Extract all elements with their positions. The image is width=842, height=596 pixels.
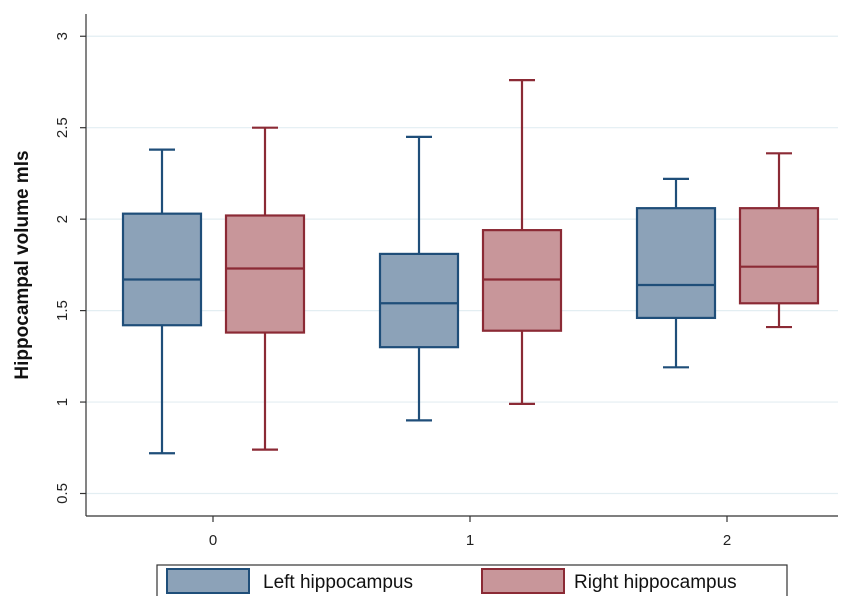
y-tick-label-0: 0.5 bbox=[54, 483, 71, 504]
box-left-1 bbox=[378, 135, 460, 422]
boxes bbox=[121, 79, 820, 455]
axes bbox=[85, 14, 838, 517]
x-ticks: 0 1 2 bbox=[209, 516, 731, 549]
y-tick-label-2: 1.5 bbox=[54, 300, 71, 321]
legend-swatch-left bbox=[166, 568, 250, 594]
iqr-box bbox=[224, 214, 306, 334]
legend-label-left: Left hippocampus bbox=[263, 572, 413, 593]
y-tick-label-5: 3 bbox=[54, 32, 71, 40]
y-ticks: 0.5 1 1.5 2 2.5 3 bbox=[54, 32, 86, 504]
iqr-box bbox=[121, 212, 203, 327]
x-tick-label-2: 2 bbox=[723, 532, 731, 549]
box-right-0 bbox=[224, 126, 306, 451]
legend-swatch-right bbox=[481, 568, 565, 594]
y-tick-label-3: 2 bbox=[54, 215, 71, 223]
box-left-0 bbox=[121, 148, 203, 455]
y-axis-title: Hippocampal volume mls bbox=[12, 150, 33, 379]
box-right-2 bbox=[738, 152, 820, 329]
legend-label-right: Right hippocampus bbox=[574, 572, 737, 593]
box-right-1 bbox=[481, 79, 563, 405]
legend-frame bbox=[156, 564, 788, 596]
iqr-box bbox=[738, 207, 820, 305]
legend: Left hippocampus Right hippocampus bbox=[156, 564, 788, 596]
x-tick-label-1: 1 bbox=[466, 532, 474, 549]
x-tick-label-0: 0 bbox=[209, 532, 217, 549]
gridlines bbox=[86, 35, 838, 495]
y-tick-label-1: 1 bbox=[54, 398, 71, 406]
box-left-2 bbox=[635, 177, 717, 369]
iqr-box bbox=[378, 252, 460, 349]
y-tick-label-4: 2.5 bbox=[54, 117, 71, 138]
iqr-box bbox=[635, 207, 717, 320]
